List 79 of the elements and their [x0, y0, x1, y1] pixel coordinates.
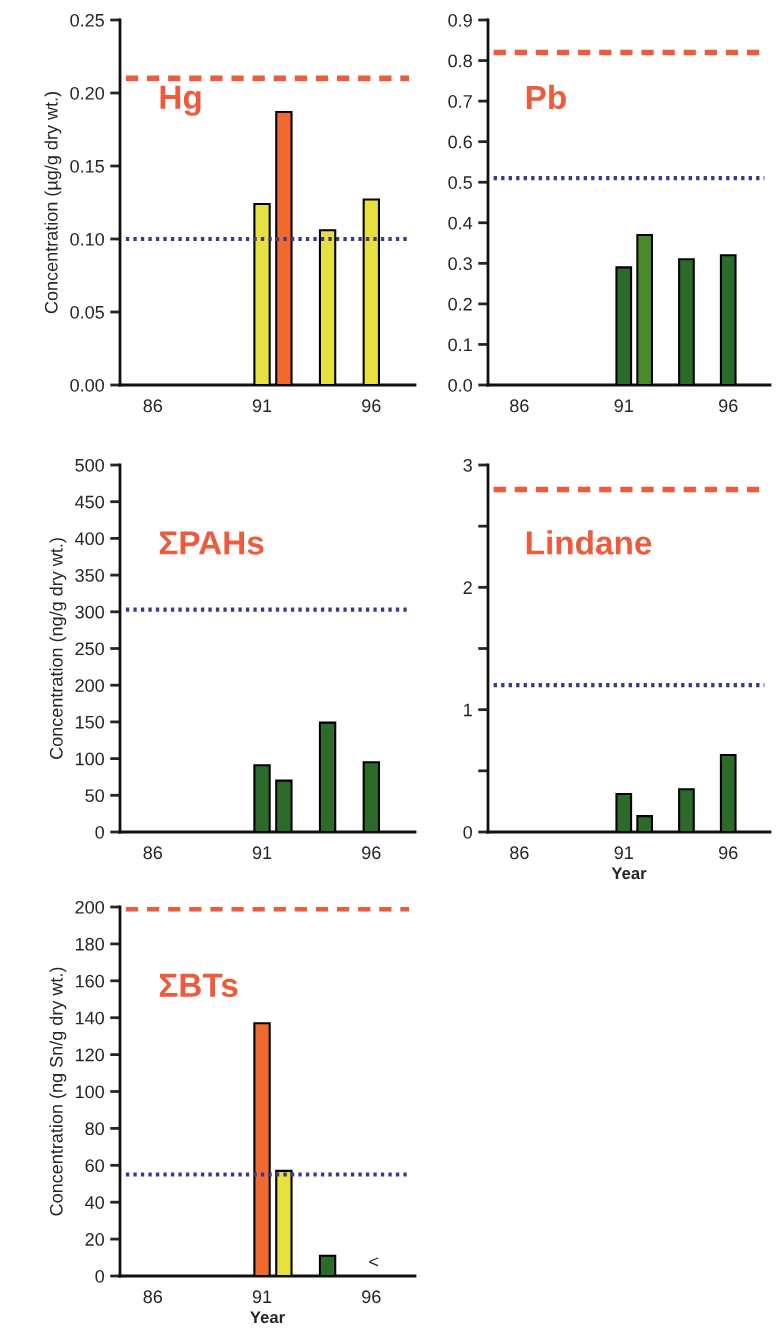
- bar: [253, 1022, 271, 1276]
- y-tick-label: 0.2: [448, 297, 472, 311]
- bar: [318, 229, 337, 385]
- y-axis-title: Concentration (ng Sn/g dry wt.): [49, 967, 67, 1216]
- x-tick-label: 96: [362, 1290, 381, 1304]
- y-tick-label: 0: [463, 825, 473, 839]
- x-tick-label: 96: [362, 846, 381, 860]
- text: ΣBTs: [159, 973, 238, 998]
- bar: [362, 761, 380, 832]
- y-tick-label: 50: [85, 789, 105, 803]
- y-tick-label: 80: [85, 1122, 105, 1136]
- y-tick-label: 60: [85, 1159, 105, 1173]
- bar: [253, 764, 271, 832]
- x-axis-title: Year: [611, 867, 647, 880]
- bar: [275, 110, 293, 385]
- y-tick-label: 1: [464, 703, 472, 717]
- y-tick-label: 0.15: [70, 159, 104, 173]
- y-tick-label: 100: [75, 752, 105, 766]
- y-tick-label: 120: [75, 1048, 105, 1062]
- x-tick-label: 91: [252, 846, 272, 860]
- y-tick-label: 450: [75, 495, 105, 509]
- y-tick-label: 0.6: [448, 135, 472, 149]
- y-tick-label: 0: [95, 1269, 105, 1283]
- y-tick-label: 500: [75, 458, 105, 472]
- y-tick-label: 0.3: [448, 257, 472, 271]
- bar: [362, 198, 380, 385]
- y-axis-title: Concentration (ng/g dry wt.): [49, 538, 67, 759]
- y-tick-label: 0.0: [448, 378, 473, 392]
- y-tick-label: 20: [85, 1233, 105, 1246]
- y-tick-label: 100: [75, 1085, 105, 1099]
- y-tick-label: 200: [75, 900, 105, 914]
- y-tick-label: 0: [95, 825, 105, 839]
- y-tick-label: 400: [75, 532, 105, 546]
- bar: [318, 721, 337, 832]
- y-tick-label: 200: [75, 679, 105, 692]
- bar: [318, 1254, 337, 1276]
- x-tick-label: 91: [252, 399, 272, 413]
- y-tick-label: 0.8: [448, 54, 472, 68]
- y-tick-label: 0.25: [70, 13, 104, 27]
- x-tick-label: 96: [719, 846, 738, 860]
- y-tick-label: 180: [75, 937, 105, 951]
- y-tick-label: 0.20: [70, 86, 105, 100]
- y-tick-label: 150: [75, 715, 105, 729]
- x-tick-label: 86: [510, 399, 529, 413]
- y-tick-label: 0.4: [448, 216, 473, 230]
- bar: [275, 779, 293, 832]
- x-tick-label: 91: [614, 846, 633, 860]
- x-tick-label: 96: [362, 399, 381, 413]
- y-tick-label: 0.7: [448, 95, 472, 108]
- y-tick-label: 0.5: [448, 176, 472, 189]
- y-tick-label: 2: [463, 581, 472, 594]
- bar: [253, 202, 271, 385]
- y-tick-label: 160: [75, 974, 105, 988]
- x-tick-label: 86: [143, 1290, 163, 1304]
- text: Hg: [160, 85, 201, 116]
- annotation: <: [369, 1257, 379, 1267]
- y-tick-label: 0.9: [448, 13, 472, 27]
- text: Pb: [526, 84, 566, 110]
- x-axis-title: Year: [250, 1311, 285, 1324]
- x-tick-label: 91: [614, 399, 633, 413]
- x-tick-label: 96: [719, 399, 738, 413]
- text: ΣPAHs: [159, 531, 264, 555]
- text: Lindane: [526, 530, 652, 555]
- x-tick-label: 86: [143, 846, 163, 860]
- y-tick-label: 250: [75, 642, 105, 656]
- y-tick-label: 0.1: [448, 338, 472, 352]
- y-tick-label: 3: [463, 458, 472, 472]
- y-tick-label: 140: [75, 1011, 105, 1025]
- y-tick-label: 0.10: [70, 232, 105, 246]
- y-tick-label: 0.00: [70, 378, 105, 392]
- x-tick-label: 91: [252, 1290, 272, 1304]
- y-tick-label: 40: [85, 1196, 105, 1209]
- x-tick-label: 86: [143, 399, 163, 413]
- y-tick-label: 350: [75, 569, 105, 582]
- y-tick-label: 300: [75, 605, 105, 619]
- y-tick-label: 0.05: [70, 305, 104, 319]
- x-tick-label: 86: [510, 846, 529, 860]
- bar: [275, 1169, 293, 1276]
- y-axis-title: Concentration (µg/g dry wt.): [44, 92, 62, 314]
